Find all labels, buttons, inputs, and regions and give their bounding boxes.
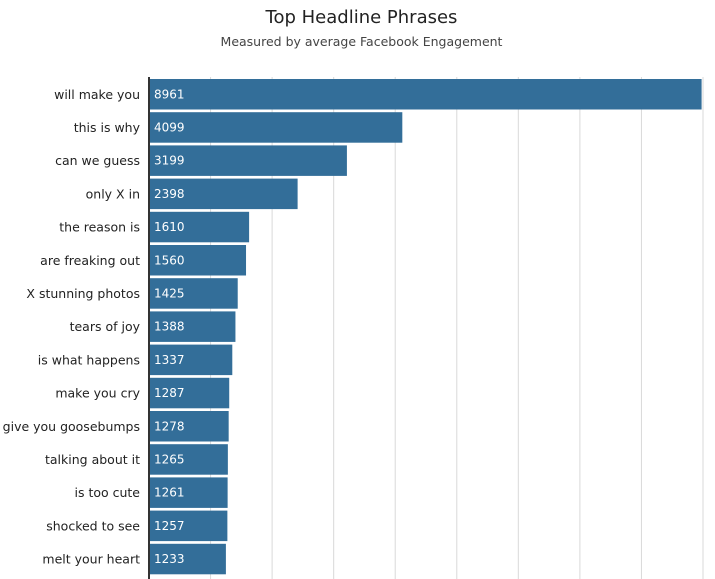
bar-value-label: 1337 — [154, 353, 185, 367]
bar-value-label: 1560 — [154, 253, 185, 267]
category-labels: will make you this is why can we guess only… — [3, 87, 141, 567]
bar-value-label: 1233 — [154, 552, 185, 566]
category-label: give you goosebumps — [3, 419, 140, 434]
bar — [150, 79, 702, 110]
category-label: only X in — [86, 186, 140, 201]
bar-value-label: 4099 — [154, 120, 185, 134]
bar — [150, 477, 228, 508]
bar — [150, 112, 403, 143]
category-label: the reason is — [59, 220, 140, 235]
category-label: can we guess — [55, 153, 140, 168]
category-label: shocked to see — [46, 518, 140, 533]
bar — [150, 211, 250, 243]
bar-value-label: 1261 — [154, 486, 185, 500]
bar — [150, 377, 230, 409]
bar-value-label: 8961 — [154, 87, 185, 101]
bar — [150, 245, 247, 276]
bar — [150, 145, 347, 176]
bar — [150, 344, 233, 376]
chart-subtitle: Measured by average Facebook Engagement — [220, 34, 503, 49]
bar-value-label: 1265 — [154, 452, 185, 466]
bar-value-label: 1287 — [154, 386, 185, 400]
bar-value-label: 3199 — [154, 154, 185, 168]
category-label: this is why — [74, 120, 141, 135]
category-label: melt your heart — [42, 552, 140, 567]
bar — [150, 178, 298, 210]
bar — [150, 444, 228, 475]
bars: 8961 4099 3199 2398 1610 1560 1425 1388 1337 1287… — [150, 79, 702, 575]
bar-value-label: 1278 — [154, 419, 185, 433]
bar-value-label: 1257 — [154, 519, 185, 533]
category-label: is too cute — [74, 485, 140, 500]
bar-value-label: 1388 — [154, 320, 185, 334]
category-label: X stunning photos — [26, 286, 140, 301]
bar-value-label: 1425 — [154, 286, 185, 300]
bar — [150, 311, 236, 342]
bar — [150, 543, 226, 575]
category-label: will make you — [54, 87, 140, 102]
bar — [150, 411, 229, 442]
category-label: make you cry — [55, 386, 140, 401]
bar-value-label: 1610 — [154, 220, 185, 234]
category-label: are freaking out — [40, 253, 140, 268]
chart-title: Top Headline Phrases — [265, 7, 458, 28]
bar-value-label: 2398 — [154, 187, 185, 201]
bar — [150, 278, 238, 309]
category-label: tears of joy — [70, 319, 141, 334]
bar — [150, 510, 228, 542]
category-label: is what happens — [38, 352, 140, 367]
category-label: talking about it — [45, 452, 140, 467]
